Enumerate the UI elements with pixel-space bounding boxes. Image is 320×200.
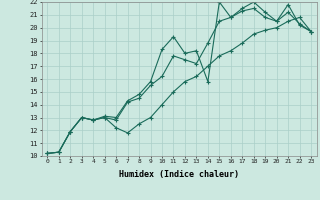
X-axis label: Humidex (Indice chaleur): Humidex (Indice chaleur) (119, 170, 239, 179)
